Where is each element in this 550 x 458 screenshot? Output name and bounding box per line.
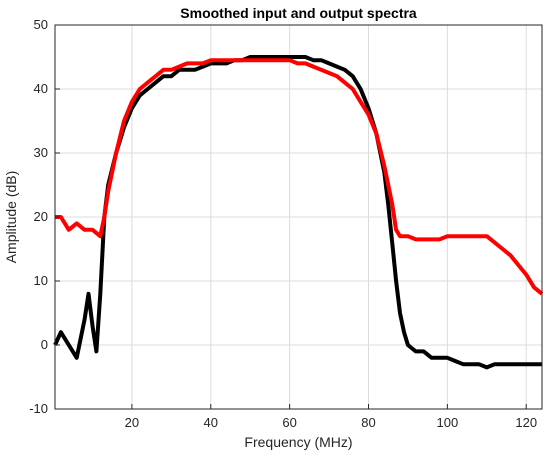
plot-area (53, 55, 544, 370)
x-tick-label: 20 (125, 415, 139, 430)
x-tick-label: 100 (437, 415, 459, 430)
x-tick-label: 120 (515, 415, 537, 430)
grid-lines (55, 25, 542, 409)
y-tick-label: -10 (29, 401, 48, 416)
x-tick-label: 80 (361, 415, 375, 430)
y-tick-label: 50 (34, 17, 48, 32)
x-tick-label: 40 (204, 415, 218, 430)
y-tick-label: 30 (34, 145, 48, 160)
y-tick-label: 10 (34, 273, 48, 288)
y-axis-ticks: -10 0 10 20 30 40 50 (29, 17, 60, 416)
series-line-2 (55, 58, 544, 296)
y-tick-label: 0 (41, 337, 48, 352)
y-axis-label: Amplitude (dB) (3, 171, 19, 264)
chart-title: Smoothed input and output spectra (180, 5, 417, 21)
y-tick-label: 40 (34, 81, 48, 96)
x-axis-label: Frequency (MHz) (244, 434, 352, 450)
y-tick-label: 20 (34, 209, 48, 224)
x-axis-ticks: 20 40 60 80 100 120 (125, 404, 537, 430)
x-tick-label: 60 (282, 415, 296, 430)
series-line-1 (53, 55, 542, 370)
